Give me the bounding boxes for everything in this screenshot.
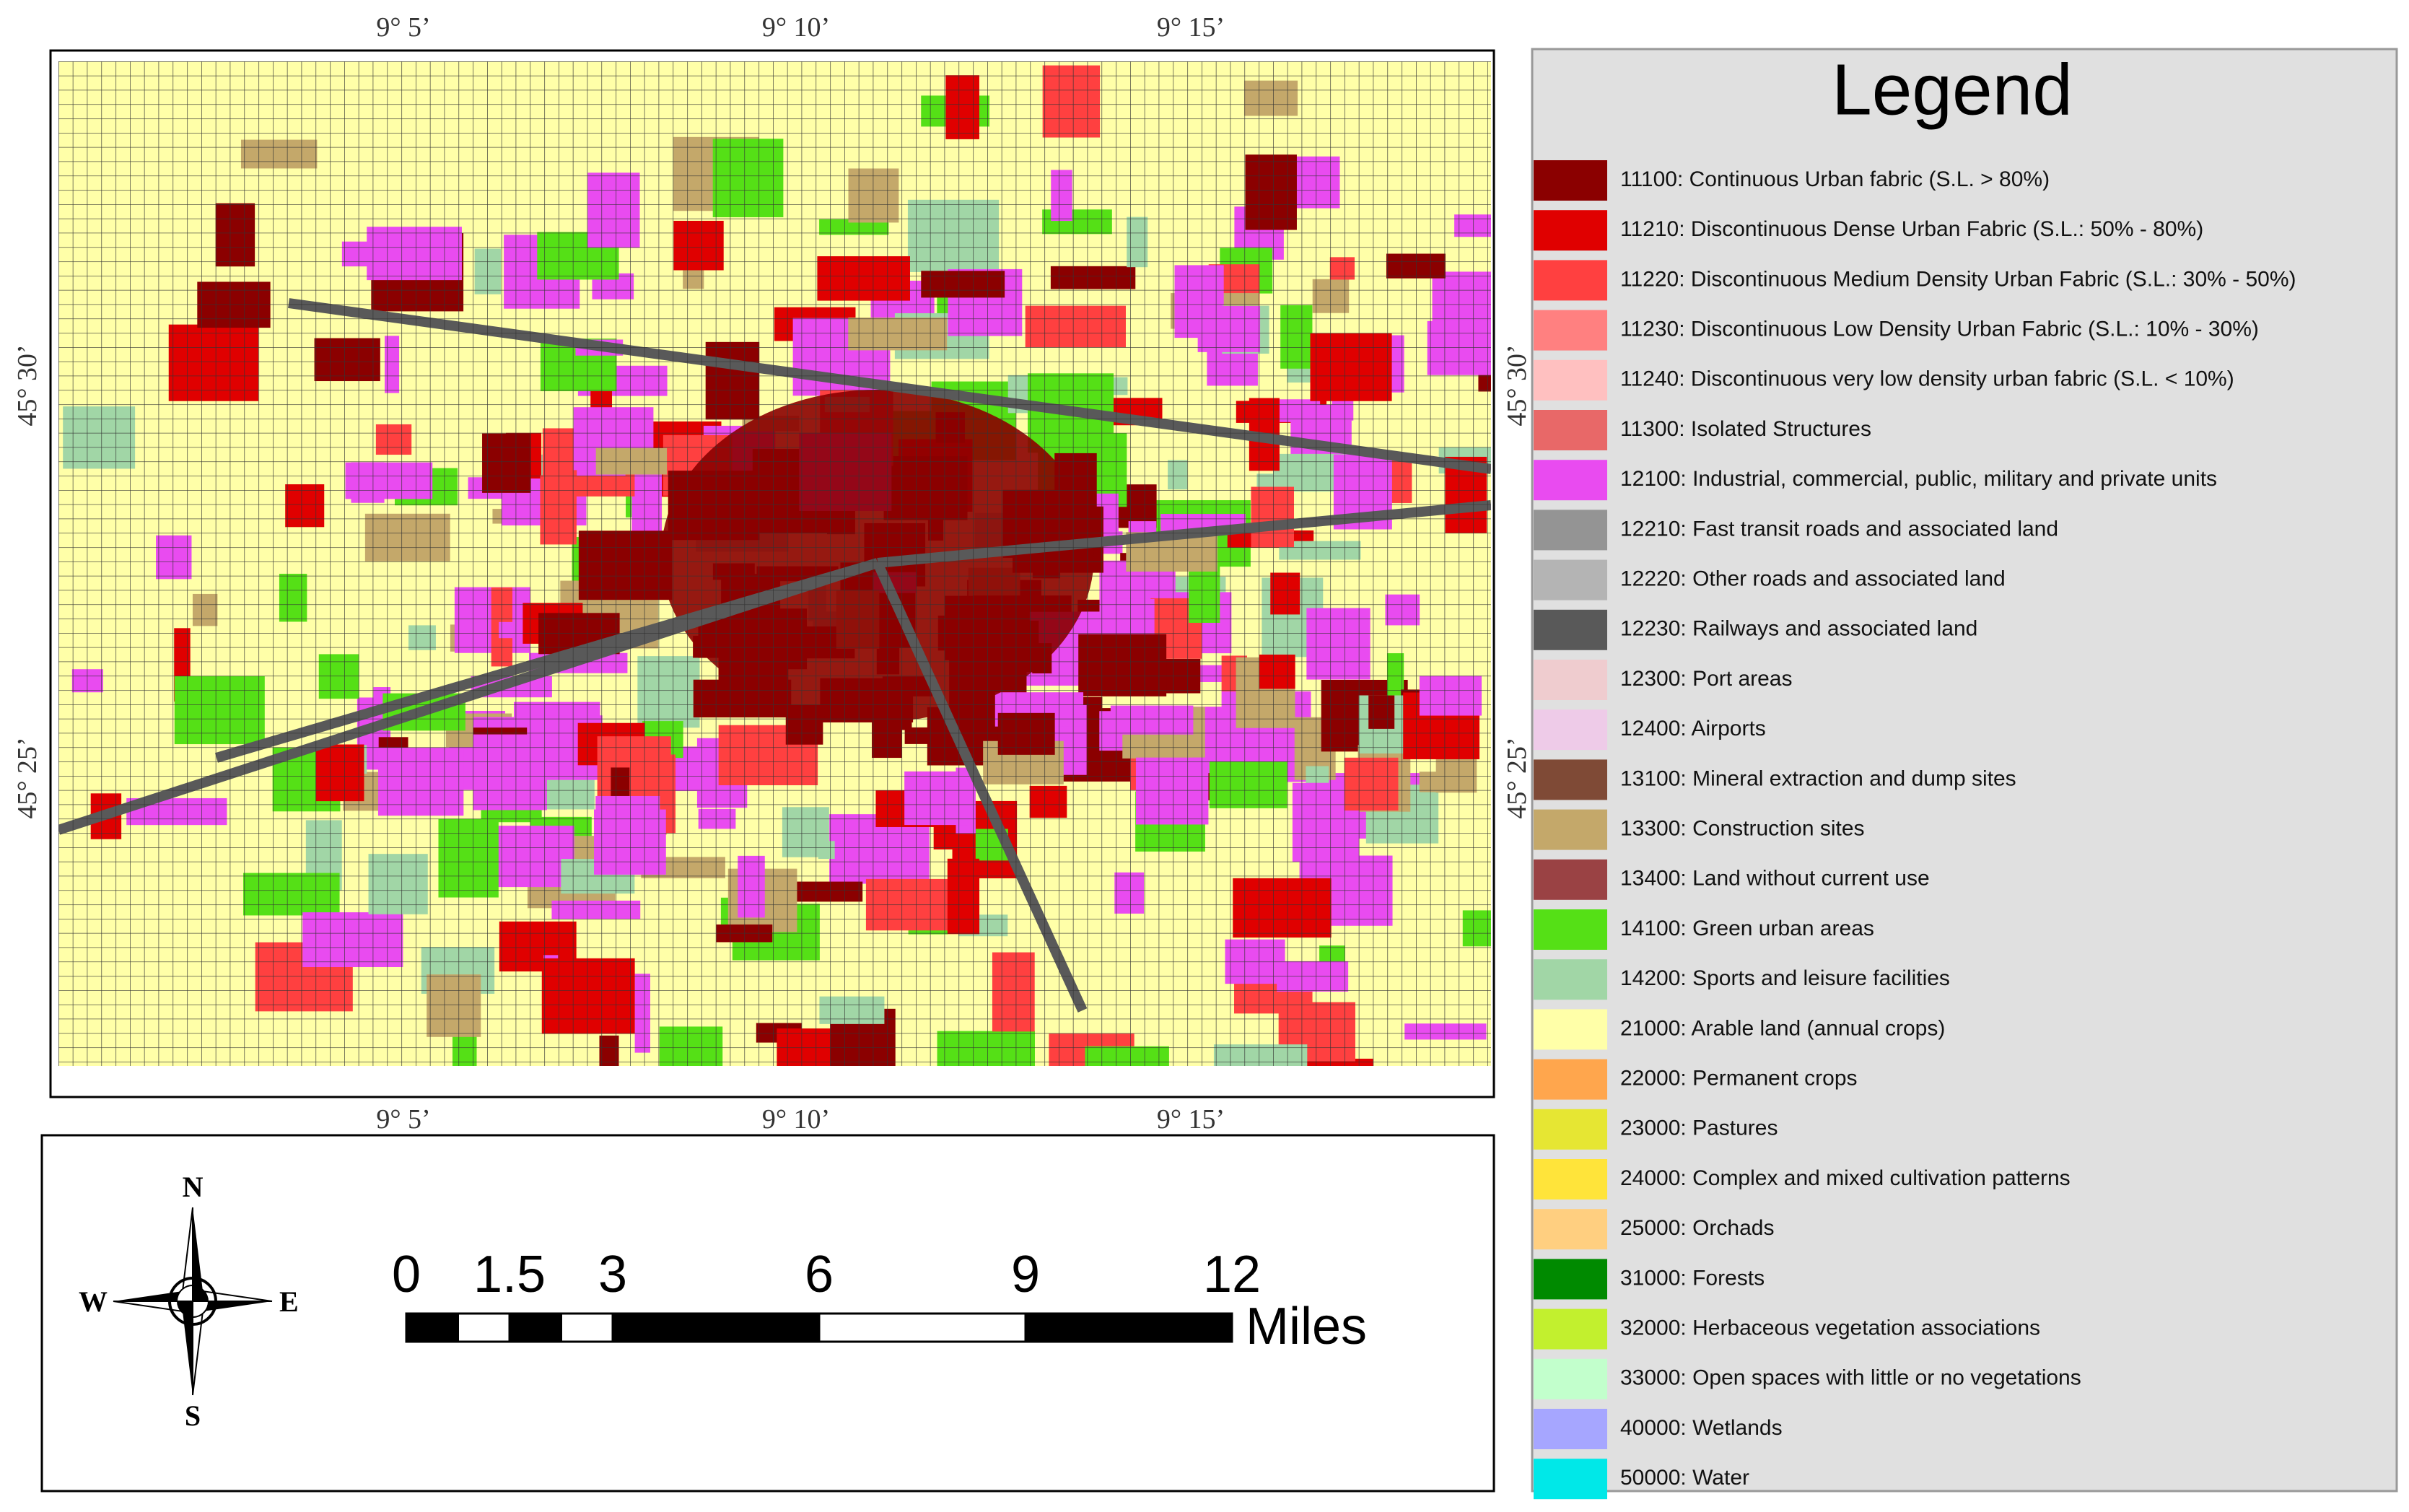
legend-label: 11210: Discontinuous Dense Urban Fabric … <box>1620 217 2203 241</box>
legend-swatch <box>1534 460 1607 501</box>
legend-label: 33000: Open spaces with little or no veg… <box>1620 1366 2081 1390</box>
legend-label: 14100: Green urban areas <box>1620 917 1874 940</box>
legend-label: 14200: Sports and leisure facilities <box>1620 966 1950 990</box>
legend-swatch <box>1534 759 1607 800</box>
scale-label: 0 <box>392 1246 421 1303</box>
latitude-label-left: 45° 25’ <box>12 737 43 818</box>
longitude-label-bottom: 9° 15’ <box>1157 1104 1225 1135</box>
grid-overlay <box>58 61 1491 1066</box>
scale-segment <box>1024 1312 1233 1343</box>
legend-label: 25000: Orchads <box>1620 1216 1774 1240</box>
compass-e: E <box>279 1285 299 1318</box>
legend-label: 11230: Discontinuous Low Density Urban F… <box>1620 318 2259 341</box>
scale-label: 1.5 <box>473 1246 546 1303</box>
scale-segment <box>405 1312 459 1343</box>
legend-label: 13400: Land without current use <box>1620 867 1930 891</box>
legend-title: Legend <box>1832 49 2073 130</box>
legend-swatch <box>1534 1459 1607 1500</box>
compass-s: S <box>185 1399 201 1432</box>
legend-label: 13300: Construction sites <box>1620 817 1865 841</box>
legend-box <box>1531 48 2398 1493</box>
scale-segment <box>457 1312 511 1343</box>
legend-label: 13100: Mineral extraction and dump sites <box>1620 766 2016 790</box>
legend-swatch <box>1534 859 1607 900</box>
legend-label: 11220: Discontinuous Medium Density Urba… <box>1620 267 2296 291</box>
legend-swatch <box>1534 1159 1607 1199</box>
scale-segment <box>611 1312 821 1343</box>
legend-label: 31000: Forests <box>1620 1266 1765 1290</box>
scale-label: 6 <box>805 1246 834 1303</box>
legend-label: 40000: Wetlands <box>1620 1416 1783 1440</box>
legend-swatch <box>1534 609 1607 650</box>
latitude-label-left: 45° 30’ <box>12 344 43 426</box>
legend-swatch <box>1534 410 1607 450</box>
legend-swatch <box>1534 959 1607 1000</box>
legend-swatch <box>1534 1259 1607 1300</box>
legend-swatch <box>1534 310 1607 351</box>
legend-swatch <box>1534 210 1607 251</box>
latitude-label-right: 45° 30’ <box>1502 344 1532 426</box>
longitude-label-top: 9° 5’ <box>376 12 430 43</box>
latitude-label-right: 45° 25’ <box>1502 737 1532 818</box>
legend-swatch <box>1534 260 1607 301</box>
legend-swatch <box>1534 660 1607 700</box>
scale-unit: Miles <box>1246 1298 1367 1355</box>
scale-segment <box>560 1312 614 1343</box>
scale-label: 12 <box>1203 1246 1261 1303</box>
map-area <box>58 61 1491 1066</box>
legend-swatch <box>1534 510 1607 551</box>
legend-swatch <box>1534 709 1607 751</box>
legend-label: 12210: Fast transit roads and associated… <box>1620 517 2058 541</box>
legend-swatch <box>1534 1059 1607 1100</box>
compass: N S E W <box>79 1171 299 1432</box>
legend-swatch <box>1534 559 1607 600</box>
scale-segment <box>818 1312 1027 1343</box>
legend-swatch <box>1534 1358 1607 1399</box>
legend-label: 21000: Arable land (annual crops) <box>1620 1016 1945 1040</box>
longitude-label-top: 9° 10’ <box>762 12 830 43</box>
legend-label: 12400: Airports <box>1620 717 1766 740</box>
scale-label: 9 <box>1011 1246 1040 1303</box>
scale-label: 3 <box>598 1246 627 1303</box>
legend-label: 32000: Herbaceous vegetation association… <box>1620 1316 2040 1340</box>
legend-label: 11300: Isolated Structures <box>1620 417 1871 441</box>
scale-segment <box>508 1312 562 1343</box>
legend-swatch <box>1534 359 1607 401</box>
legend-label: 23000: Pastures <box>1620 1116 1778 1140</box>
legend-label: 12300: Port areas <box>1620 667 1793 691</box>
legend-label: 12100: Industrial, commercial, public, m… <box>1620 467 2217 491</box>
compass-n: N <box>183 1171 204 1203</box>
longitude-label-bottom: 9° 5’ <box>376 1104 430 1135</box>
legend-swatch <box>1534 1409 1607 1449</box>
legend-label: 11100: Continuous Urban fabric (S.L. > 8… <box>1620 167 2050 191</box>
legend-swatch <box>1534 1308 1607 1350</box>
legend-swatch <box>1534 909 1607 950</box>
longitude-label-bottom: 9° 10’ <box>762 1104 830 1135</box>
legend-label: 12220: Other roads and associated land <box>1620 567 2006 591</box>
legend-swatch <box>1534 1209 1607 1250</box>
legend-swatch <box>1534 1109 1607 1150</box>
compass-w: W <box>79 1285 108 1318</box>
legend-swatch <box>1534 1009 1607 1050</box>
legend-label: 50000: Water <box>1620 1466 1749 1490</box>
legend-label: 22000: Permanent crops <box>1620 1067 1858 1091</box>
legend-label: 24000: Complex and mixed cultivation pat… <box>1620 1166 2071 1190</box>
legend-label: 11240: Discontinuous very low density ur… <box>1620 367 2234 391</box>
legend-swatch <box>1534 160 1607 201</box>
legend-label: 12230: Railways and associated land <box>1620 617 1977 641</box>
longitude-label-top: 9° 15’ <box>1157 12 1225 43</box>
legend-swatch <box>1534 809 1607 850</box>
